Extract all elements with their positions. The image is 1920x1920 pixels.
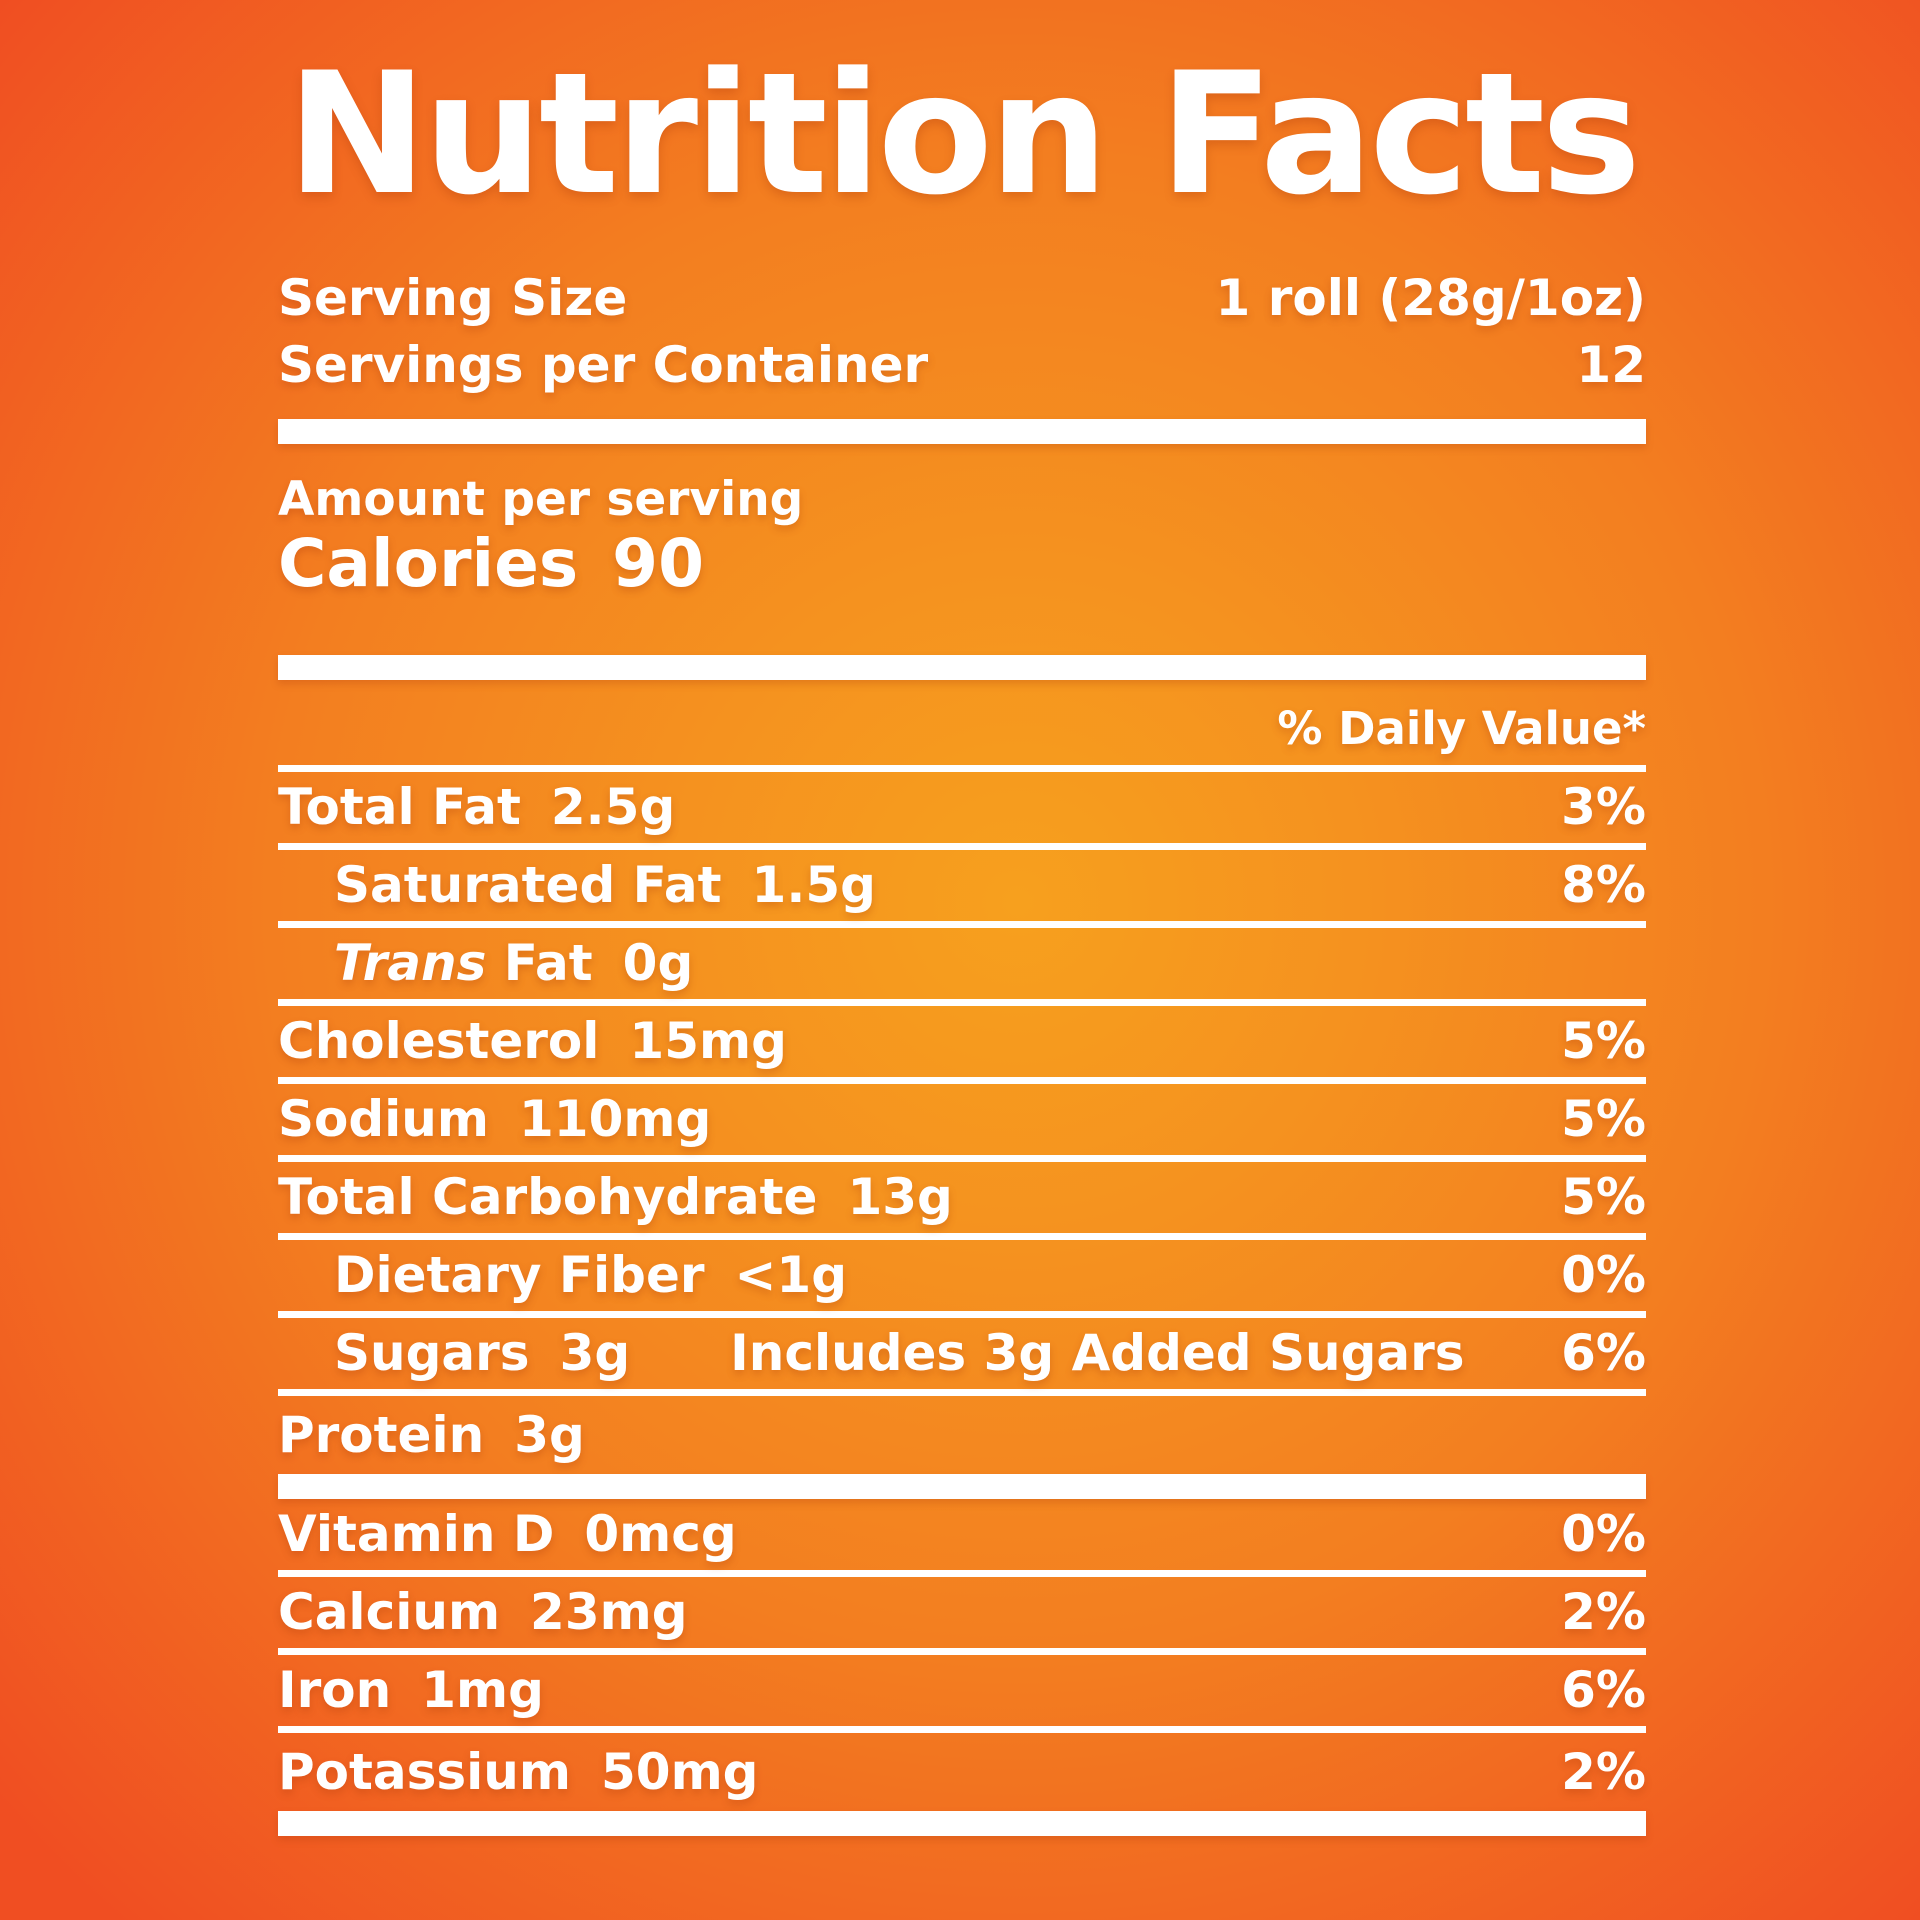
daily-value-header: % Daily Value*	[278, 680, 1646, 772]
serving-size-row: Serving Size 1 roll (28g/1oz)	[278, 265, 1646, 332]
nutrient-name: Iron	[278, 1661, 392, 1720]
nutrient-label: Saturated Fat 1.5g	[334, 856, 876, 914]
daily-value: 8%	[1561, 856, 1646, 915]
nutrient-name: Dietary Fiber	[334, 1246, 705, 1305]
nutrient-amount: 13g	[847, 1168, 953, 1227]
nutrient-row: Sugars 3g Includes 3g Added Sugars 6%	[278, 1318, 1646, 1396]
nutrient-label: Dietary Fiber <1g	[334, 1246, 847, 1304]
calories-value: 90	[612, 524, 705, 602]
nutrient-row: Calcium 23mg 2%	[278, 1577, 1646, 1655]
nutrient-amount: 2.5g	[550, 778, 676, 837]
nutrient-row: Trans Fat 0g	[278, 928, 1646, 1006]
daily-value: 0%	[1561, 1505, 1646, 1564]
nutrient-amount: 15mg	[629, 1012, 787, 1071]
nutrient-row: Cholesterol 15mg 5%	[278, 1006, 1646, 1084]
nutrient-amount: 1.5g	[751, 856, 876, 915]
nutrient-amount: 23mg	[530, 1583, 688, 1642]
nutrient-amount: 1mg	[421, 1661, 544, 1720]
nutrient-name: Trans Fat	[334, 934, 593, 993]
servings-per-container-value: 12	[1576, 335, 1646, 394]
nutrient-label: Total Carbohydrate 13g	[278, 1168, 953, 1226]
nutrient-row: Protein 3g	[278, 1396, 1646, 1474]
page-title: Nutrition Facts	[286, 36, 1642, 232]
serving-size-label: Serving Size	[278, 268, 628, 327]
nutrient-label: Potassium 50mg	[278, 1743, 758, 1801]
daily-value: 2%	[1561, 1583, 1646, 1642]
nutrient-label: Sugars 3g Includes 3g Added Sugars	[334, 1324, 1465, 1382]
serving-block: Serving Size 1 roll (28g/1oz) Servings p…	[278, 265, 1646, 399]
daily-value: 5%	[1561, 1090, 1646, 1149]
nutrient-amount: 0mcg	[584, 1505, 737, 1564]
nutrient-label: Cholesterol 15mg	[278, 1012, 787, 1070]
nutrient-label: Iron 1mg	[278, 1661, 544, 1719]
nutrient-label: Sodium 110mg	[278, 1090, 711, 1148]
nutrient-name: Total Carbohydrate	[278, 1168, 818, 1227]
nutrient-name: Potassium	[278, 1742, 571, 1801]
nutrient-label: Calcium 23mg	[278, 1583, 688, 1641]
nutrient-row: Total Carbohydrate 13g 5%	[278, 1162, 1646, 1240]
calories-row: Calories 90	[278, 524, 1646, 602]
nutrient-name: Vitamin D	[278, 1505, 555, 1564]
daily-value: 6%	[1561, 1324, 1646, 1383]
nutrient-amount: 110mg	[519, 1090, 712, 1149]
servings-per-container-label: Servings per Container	[278, 335, 929, 394]
nutrient-includes: Includes 3g Added Sugars	[730, 1324, 1465, 1383]
nutrient-amount: 0g	[622, 934, 694, 993]
nutrient-row: Iron 1mg 6%	[278, 1655, 1646, 1733]
nutrient-name: Saturated Fat	[334, 856, 722, 915]
nutrient-name: Sodium	[278, 1090, 489, 1149]
thick-divider	[278, 418, 1646, 444]
nutrient-label: Protein 3g	[278, 1406, 585, 1464]
nutrient-row: Potassium 50mg 2%	[278, 1733, 1646, 1811]
nutrient-label: Total Fat 2.5g	[278, 778, 675, 836]
daily-value: 3%	[1561, 778, 1646, 837]
daily-value: 0%	[1561, 1246, 1646, 1305]
nutrient-label: Vitamin D 0mcg	[278, 1505, 737, 1563]
nutrient-row: Vitamin D 0mcg 0%	[278, 1499, 1646, 1577]
nutrient-name: Total Fat	[278, 778, 521, 837]
nutrient-name: Calcium	[278, 1583, 501, 1642]
thick-divider	[278, 1810, 1646, 1836]
vitamin-rows: Vitamin D 0mcg 0% Calcium 23mg 2% Iron 1…	[278, 1499, 1646, 1811]
nutrient-row: Sodium 110mg 5%	[278, 1084, 1646, 1162]
nutrient-amount: <1g	[734, 1246, 847, 1305]
nutrient-row: Saturated Fat 1.5g 8%	[278, 850, 1646, 928]
nutrient-row: Dietary Fiber <1g 0%	[278, 1240, 1646, 1318]
nutrient-name: Protein	[278, 1405, 485, 1464]
nutrient-name: Sugars	[334, 1324, 530, 1383]
daily-value: 2%	[1561, 1742, 1646, 1801]
nutrient-amount: 50mg	[601, 1742, 759, 1801]
serving-size-value: 1 roll (28g/1oz)	[1215, 268, 1646, 327]
calories-label: Calories	[278, 524, 579, 602]
servings-per-container-row: Servings per Container 12	[278, 332, 1646, 399]
nutrient-amount: 3g	[559, 1324, 631, 1383]
thick-divider	[278, 654, 1646, 680]
nutrient-label: Trans Fat 0g	[334, 934, 693, 992]
nutrient-rows: Total Fat 2.5g 3% Saturated Fat 1.5g 8% …	[278, 772, 1646, 1474]
amount-per-serving-label: Amount per serving	[278, 471, 804, 527]
daily-value: 6%	[1561, 1661, 1646, 1720]
nutrient-name: Cholesterol	[278, 1012, 600, 1071]
nutrient-amount: 3g	[514, 1405, 585, 1464]
label-content: Nutrition Facts Serving Size 1 roll (28g…	[278, 0, 1646, 1836]
daily-value: 5%	[1561, 1168, 1646, 1227]
nutrient-row: Total Fat 2.5g 3%	[278, 772, 1646, 850]
thick-divider	[278, 1473, 1646, 1499]
daily-value: 5%	[1561, 1012, 1646, 1071]
